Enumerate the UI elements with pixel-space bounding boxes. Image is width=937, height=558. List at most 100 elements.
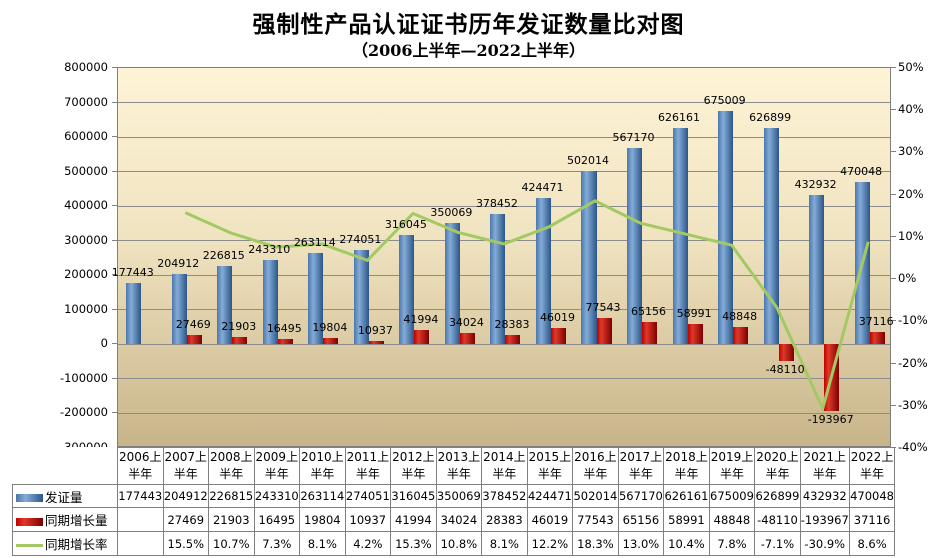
right-axis-tickmark: [891, 320, 896, 322]
bar-growth-amount: [368, 340, 384, 345]
label-issued: 424471: [521, 180, 564, 194]
table-cell: [117, 507, 164, 532]
gridline: [118, 378, 890, 380]
bar-issued: [126, 283, 142, 345]
legend-cell: 同期增长量: [12, 507, 118, 532]
right-axis-tick-label: 0%: [898, 271, 917, 286]
left-axis-tickmark: [112, 274, 117, 276]
table-cell: 58991: [663, 507, 710, 532]
label-growth-amount: 10937: [357, 323, 393, 337]
label-issued: 204912: [157, 256, 200, 270]
table-cell: -30.9%: [799, 531, 850, 556]
legend-swatch-growth-rate: [16, 544, 43, 547]
table-header-cell: 2014上半年: [481, 447, 528, 485]
chart-subtitle: （2006上半年—2022上半年）: [351, 41, 586, 60]
table-cell: 13.0%: [617, 531, 665, 556]
table-cell: 626161: [663, 484, 710, 508]
table-cell: -193967: [799, 507, 850, 532]
left-axis-tick-label: 200000: [64, 267, 108, 282]
right-axis-tickmark: [891, 193, 896, 195]
table-cell: 18.3%: [572, 531, 619, 556]
table-header-cell: 2019上半年: [708, 447, 756, 485]
table-cell: 316045: [390, 484, 437, 508]
label-issued: 432932: [794, 177, 837, 191]
data-table: 2006上半年 2007上半年 2008上半年 2009上半年 2010上半年 2011上…: [12, 447, 896, 556]
label-growth-amount: 37116: [858, 314, 894, 328]
label-growth-amount: 48848: [722, 310, 758, 324]
table-cell: 567170: [617, 484, 665, 508]
left-axis-tickmark: [112, 67, 117, 68]
left-axis-tickmark: [112, 239, 117, 241]
table-cell: 77543: [572, 507, 619, 532]
legend-label: 发证量: [45, 489, 83, 505]
table-cell: 204912: [162, 484, 210, 508]
bar-issued: [581, 170, 597, 345]
table-header-cell: 2018上半年: [663, 447, 710, 485]
bar-issued: [809, 194, 825, 345]
table-cell: 10.7%: [208, 531, 255, 556]
left-axis-tickmark: [112, 308, 117, 310]
left-axis-tick-label: -100000: [59, 370, 108, 385]
label-issued: 378452: [475, 196, 518, 210]
gridline: [118, 412, 890, 414]
table-header-cell: 2016上半年: [572, 447, 619, 485]
label-issued: 177443: [111, 266, 154, 280]
legend-swatch-issued: [16, 494, 43, 502]
label-growth-amount: -193967: [807, 413, 854, 427]
gridline: [118, 171, 890, 173]
right-axis-tick-label: -20%: [898, 355, 928, 370]
gridline: [118, 136, 890, 138]
bar-issued: [718, 111, 734, 345]
label-issued: 316045: [384, 218, 427, 232]
table-header-cell: 2010上半年: [299, 447, 346, 485]
table-cell: 7.8%: [708, 531, 756, 556]
label-growth-amount: 19804: [312, 320, 348, 334]
chart-title: 强制性产品认证证书历年发证数量比对图: [252, 11, 685, 38]
table-cell: 12.2%: [526, 531, 574, 556]
table-cell: 48848: [708, 507, 756, 532]
table-cell: 502014: [572, 484, 619, 508]
label-growth-amount: 34024: [448, 315, 484, 329]
right-axis-tick-label: 50%: [898, 60, 924, 74]
table-cell: 470048: [848, 484, 896, 508]
table-cell: 28383: [481, 507, 528, 532]
table-corner-blank: [12, 447, 118, 485]
table-header-cell: 2020上半年: [754, 447, 801, 485]
table-header-cell: 2013上半年: [435, 447, 483, 485]
label-growth-amount: -48110: [765, 362, 805, 376]
bar-growth-amount: [459, 332, 475, 345]
label-issued: 274051: [339, 232, 382, 246]
label-issued: 350069: [430, 206, 473, 220]
left-axis-tick-label: 800000: [64, 60, 108, 74]
table-header-cell: 2022上半年: [848, 447, 896, 485]
bar-growth-amount: [414, 329, 430, 345]
table-cell: 226815: [208, 484, 255, 508]
table-cell: 675009: [708, 484, 756, 508]
label-issued: 226815: [202, 249, 245, 262]
table-row-issued: 发证量 177443 204912 226815 243310 263114 274051 3…: [12, 484, 896, 508]
label-issued: 675009: [703, 94, 746, 108]
table-cell: 34024: [435, 507, 483, 532]
label-growth-amount: 58991: [676, 306, 712, 320]
table-header-cell: 2006上半年: [117, 447, 164, 485]
bar-growth-amount: [778, 344, 794, 361]
gridline: [118, 102, 890, 104]
table-cell: -7.1%: [754, 531, 801, 556]
left-axis-tickmark: [112, 377, 117, 379]
table-row-growth-amount: 同期增长量 27469 21903 16495 19804 10937 41994 34024…: [12, 507, 896, 532]
table-cell: 378452: [481, 484, 528, 508]
table-cell: -48110: [754, 507, 801, 532]
table-cell: 16495: [253, 507, 301, 532]
left-axis-tickmark: [112, 343, 117, 345]
table-cell: 65156: [617, 507, 665, 532]
table-header-cell: 2009上半年: [253, 447, 301, 485]
bar-growth-amount: [596, 317, 612, 345]
legend-cell: 同期增长率: [12, 531, 118, 556]
label-issued: 502014: [567, 153, 609, 167]
table-cell: 8.1%: [481, 531, 528, 556]
bar-growth-amount: [323, 337, 339, 345]
label-growth-amount: 41994: [403, 312, 439, 326]
bar-growth-amount: [733, 327, 749, 345]
bar-issued: [399, 235, 415, 345]
bar-growth-amount: [869, 331, 885, 345]
